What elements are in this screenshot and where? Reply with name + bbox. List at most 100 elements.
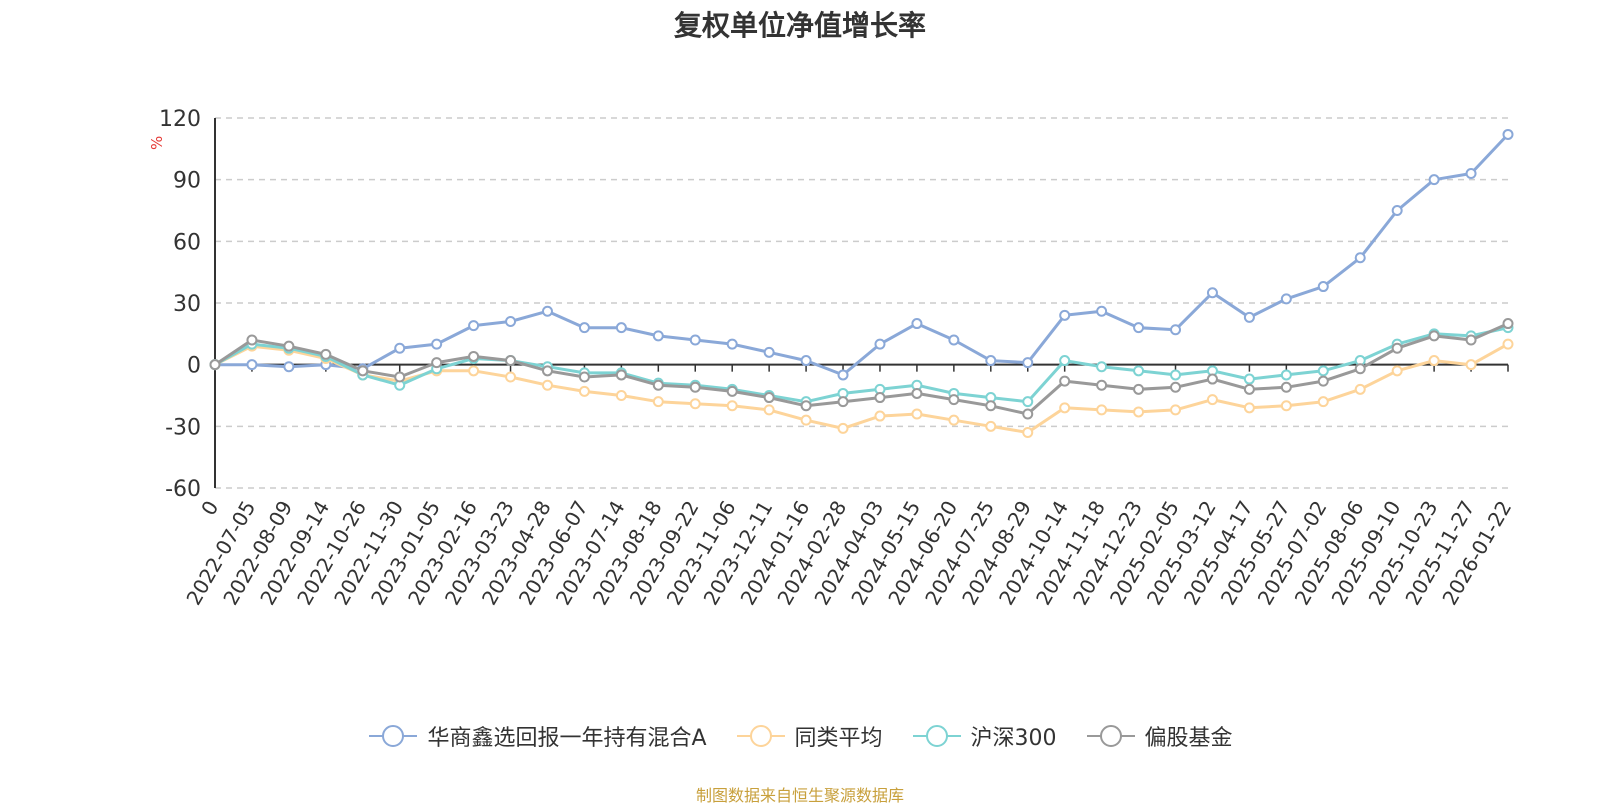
data-point bbox=[615, 322, 627, 334]
data-point bbox=[874, 410, 886, 422]
data-point bbox=[541, 365, 553, 377]
data-point bbox=[1502, 318, 1514, 330]
data-point bbox=[541, 305, 553, 317]
data-point bbox=[394, 371, 406, 383]
data-point bbox=[1317, 396, 1329, 408]
data-point bbox=[1465, 359, 1477, 371]
chart-title: 复权单位净值增长率 bbox=[673, 9, 926, 42]
data-point bbox=[209, 359, 221, 371]
y-tick-label: -60 bbox=[165, 477, 201, 502]
data-point bbox=[1133, 383, 1145, 395]
legend-label: 偏股基金 bbox=[1144, 726, 1233, 751]
series-line bbox=[214, 326, 1509, 404]
legend-label: 同类平均 bbox=[794, 726, 883, 751]
data-point bbox=[1317, 365, 1329, 377]
data-point bbox=[1170, 324, 1182, 336]
data-point bbox=[1465, 334, 1477, 346]
data-point bbox=[1059, 375, 1071, 387]
legend-item[interactable]: 沪深300 bbox=[911, 720, 1057, 752]
x-tick-label: 0 bbox=[196, 497, 223, 520]
data-point bbox=[1502, 338, 1514, 350]
legend-label: 沪深300 bbox=[970, 726, 1057, 751]
data-point bbox=[985, 355, 997, 367]
data-point bbox=[1059, 402, 1071, 414]
legend: 华商鑫选回报一年持有混合A 同类平均 沪深300 偏股基金 bbox=[0, 720, 1600, 752]
data-point bbox=[578, 385, 590, 397]
data-point bbox=[911, 408, 923, 420]
y-tick-label: 30 bbox=[173, 292, 201, 317]
data-point bbox=[1465, 168, 1477, 179]
data-point bbox=[1022, 427, 1034, 438]
data-point bbox=[800, 414, 812, 426]
data-point bbox=[1280, 293, 1292, 305]
data-point bbox=[468, 350, 480, 362]
data-point bbox=[874, 392, 886, 404]
data-point bbox=[357, 365, 369, 377]
legend-item[interactable]: 偏股基金 bbox=[1085, 720, 1233, 752]
legend-marker-icon bbox=[369, 725, 418, 747]
y-tick-label: 60 bbox=[173, 230, 201, 255]
data-point bbox=[689, 381, 701, 393]
data-point bbox=[948, 414, 960, 426]
data-point bbox=[1391, 205, 1403, 216]
y-tick-label: 90 bbox=[173, 169, 201, 194]
data-point bbox=[1280, 381, 1292, 393]
data-point bbox=[948, 394, 960, 406]
data-point bbox=[246, 359, 258, 371]
data-point bbox=[911, 387, 923, 399]
data-point bbox=[800, 400, 812, 412]
data-point bbox=[652, 379, 664, 391]
data-point bbox=[726, 400, 738, 412]
data-point bbox=[763, 404, 775, 416]
legend-item[interactable]: 同类平均 bbox=[735, 720, 883, 752]
data-point bbox=[283, 340, 295, 352]
data-point bbox=[1133, 406, 1145, 418]
data-point bbox=[689, 398, 701, 410]
data-point bbox=[1096, 305, 1108, 317]
data-point bbox=[468, 320, 480, 332]
data-point bbox=[1206, 373, 1218, 385]
data-point bbox=[1354, 252, 1366, 264]
data-point bbox=[505, 371, 517, 383]
data-point bbox=[1428, 330, 1440, 342]
data-point bbox=[1096, 361, 1108, 373]
legend-marker-icon bbox=[912, 725, 961, 747]
y-tick-labels: 120 90 60 30 0 -30 -60 bbox=[159, 107, 201, 502]
series-line bbox=[215, 133, 1510, 377]
data-point bbox=[246, 334, 258, 346]
data-point bbox=[726, 338, 738, 350]
legend-marker-icon bbox=[1086, 725, 1135, 747]
data-point bbox=[615, 390, 627, 401]
data-point bbox=[1428, 355, 1440, 367]
data-point bbox=[1243, 383, 1255, 395]
data-point bbox=[1317, 281, 1329, 293]
grid-lines bbox=[215, 117, 1508, 489]
data-point bbox=[1243, 402, 1255, 414]
x-tick-labels: 02022-07-052022-08-092022-09-142022-10-2… bbox=[181, 496, 1516, 609]
data-point bbox=[652, 396, 664, 408]
data-point bbox=[1206, 394, 1218, 406]
y-tick-label: -30 bbox=[165, 415, 201, 440]
data-point bbox=[505, 316, 517, 327]
data-point bbox=[1096, 379, 1108, 391]
source-note: 制图数据来自恒生聚源数据库 bbox=[695, 786, 904, 805]
data-point bbox=[1170, 404, 1182, 416]
data-point bbox=[578, 371, 590, 383]
data-point bbox=[689, 334, 701, 346]
axes bbox=[214, 118, 1509, 488]
y-tick-label: 0 bbox=[187, 354, 201, 379]
data-point bbox=[837, 369, 849, 381]
data-point bbox=[1243, 373, 1255, 385]
data-point bbox=[911, 318, 923, 330]
data-point bbox=[800, 355, 812, 367]
series-lines bbox=[209, 128, 1514, 438]
data-point bbox=[874, 338, 886, 350]
data-point bbox=[763, 392, 775, 404]
data-point bbox=[1243, 311, 1255, 323]
data-point bbox=[1022, 408, 1034, 420]
data-point bbox=[1206, 287, 1218, 299]
legend-item[interactable]: 华商鑫选回报一年持有混合A bbox=[367, 720, 707, 752]
legend-label: 华商鑫选回报一年持有混合A bbox=[427, 726, 707, 751]
data-point bbox=[837, 422, 849, 434]
